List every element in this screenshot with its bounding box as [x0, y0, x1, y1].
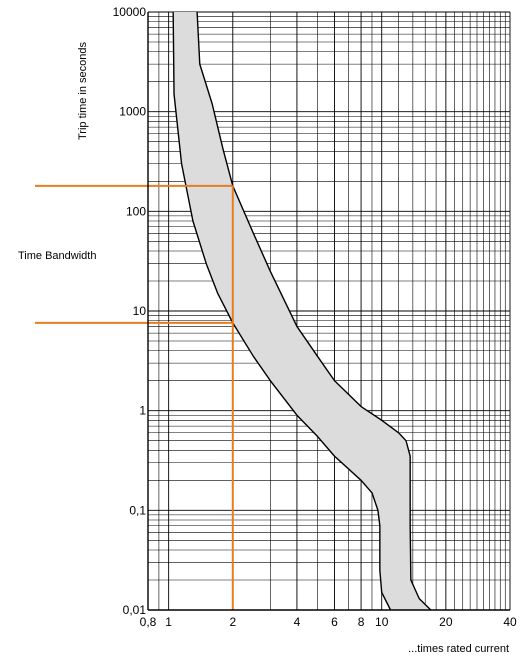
- x-tick-label: 4: [294, 615, 301, 629]
- y-tick-label: 1: [139, 404, 146, 418]
- time-band-fill: [173, 12, 431, 610]
- marker-lines: [35, 184, 234, 610]
- lower-trip-curve: [172, 12, 392, 610]
- x-tick-label: 20: [439, 615, 453, 629]
- y-axis-title: Trip time in seconds: [77, 41, 89, 140]
- x-axis-title: ...times rated current: [408, 643, 509, 655]
- x-tick-label: 10: [375, 615, 389, 629]
- y-tick-label: 10000: [113, 5, 147, 19]
- x-tick-label: 2: [229, 615, 236, 629]
- y-tick-label: 1000: [119, 105, 146, 119]
- x-tick-label: 1: [165, 615, 172, 629]
- x-tick-label: 40: [503, 615, 517, 629]
- x-tick-label: 8: [358, 615, 365, 629]
- tick-labels: 0,8 1 2 4 6 8 10 20 40 0,01 0,1 1 10 100 1000 10000: [113, 5, 517, 629]
- y-tick-label: 0,01: [123, 603, 147, 617]
- y-tick-label: 0,1: [129, 503, 146, 517]
- x-tick-label: 6: [331, 615, 338, 629]
- x-tick-label: 0,8: [140, 615, 157, 629]
- upper-trip-curve: [196, 12, 432, 610]
- time-band-area: [172, 12, 432, 610]
- time-bandwidth-annotation: Time Bandwidth: [18, 250, 96, 262]
- y-tick-label: 100: [126, 204, 146, 218]
- axes: [147, 12, 510, 611]
- y-tick-label: 10: [133, 304, 147, 318]
